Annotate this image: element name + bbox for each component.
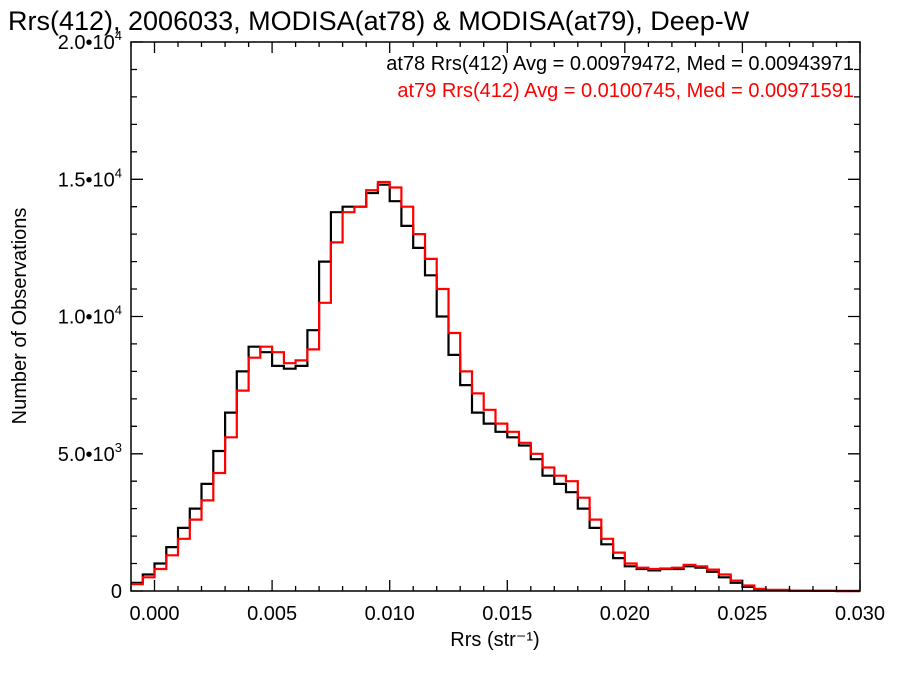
series-layer — [131, 180, 860, 593]
x-tick-labels: 0.000 0.005 0.010 0.015 0.020 0.025 0.030 — [129, 603, 885, 625]
tick-marks — [130, 41, 861, 592]
tick-lines — [130, 41, 861, 592]
x-tick-label: 0.025 — [717, 603, 767, 625]
x-tick-label: 0.010 — [365, 603, 415, 625]
x-tick-label: 0.005 — [247, 603, 297, 625]
chart-title: Rrs(412), 2006033, MODISA(at78) & MODISA… — [8, 6, 750, 36]
annotation-at78: at78 Rrs(412) Avg = 0.00979472, Med = 0.… — [386, 53, 854, 75]
y-tick-label: 1.5•104 — [58, 165, 122, 191]
x-tick-label: 0.030 — [835, 603, 885, 625]
y-tick-label: 5.0•103 — [58, 440, 122, 466]
x-tick-label: 0.000 — [129, 603, 179, 625]
y-tick-labels: 0 5.0•103 1.0•104 1.5•104 2.0•104 — [58, 28, 122, 603]
x-axis-label: Rrs (str⁻¹) — [450, 629, 539, 651]
y-tick-label: 2.0•104 — [58, 28, 122, 54]
series-line-at78 — [131, 183, 860, 593]
plot-frame — [130, 41, 861, 592]
y-axis-label: Number of Observations — [9, 208, 31, 425]
y-tick-label: 1.0•104 — [58, 303, 122, 329]
series-line-at79 — [131, 180, 860, 593]
annotation-at79: at79 Rrs(412) Avg = 0.0100745, Med = 0.0… — [397, 80, 854, 102]
x-tick-label: 0.015 — [482, 603, 532, 625]
x-tick-label: 0.020 — [600, 603, 650, 625]
y-tick-label: 0 — [111, 581, 122, 603]
